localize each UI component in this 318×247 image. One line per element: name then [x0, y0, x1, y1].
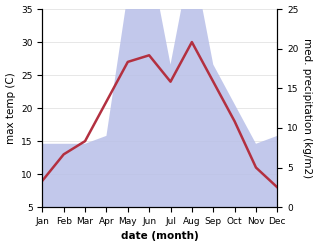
- Y-axis label: max temp (C): max temp (C): [5, 72, 16, 144]
- Y-axis label: med. precipitation (kg/m2): med. precipitation (kg/m2): [302, 38, 313, 178]
- X-axis label: date (month): date (month): [121, 231, 199, 242]
